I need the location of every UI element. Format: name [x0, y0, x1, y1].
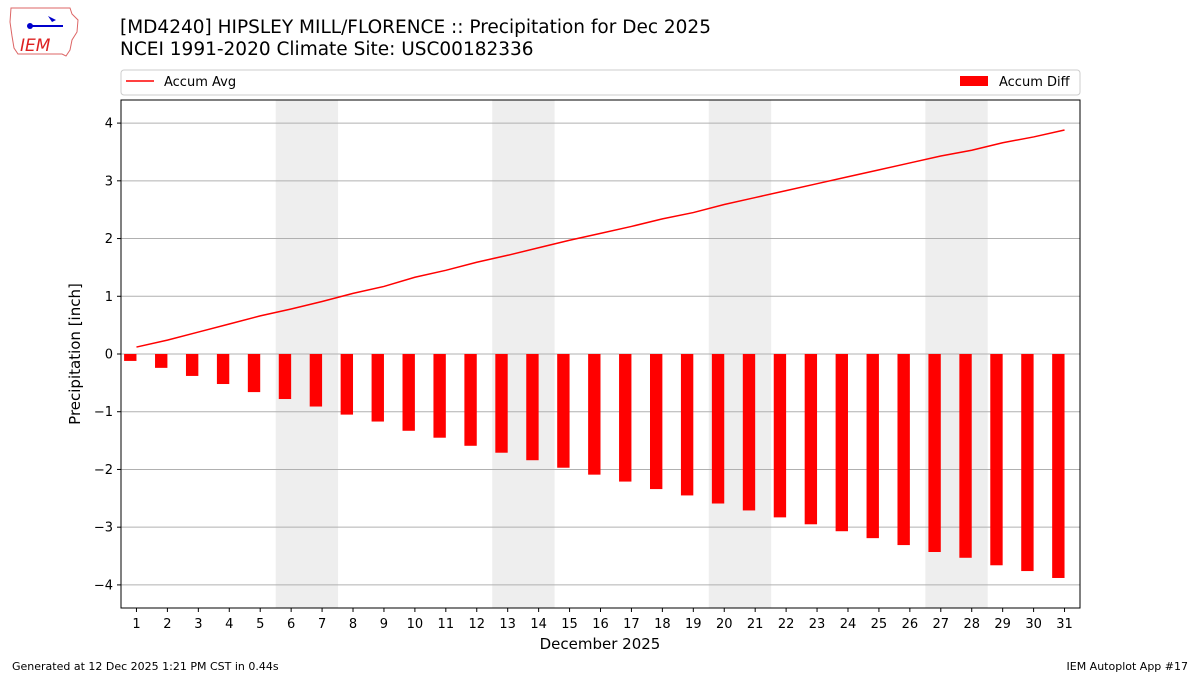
- y-tick-label: 1: [105, 290, 113, 305]
- diff-bar: [309, 354, 323, 407]
- diff-bar: [619, 354, 632, 482]
- x-tick-label: 23: [809, 617, 826, 632]
- footer-generated: Generated at 12 Dec 2025 1:21 PM CST in …: [12, 660, 279, 673]
- y-tick-label: −1: [94, 405, 113, 420]
- x-tick-label: 29: [994, 617, 1011, 632]
- x-tick-label: 13: [499, 617, 516, 632]
- diff-bar: [557, 354, 570, 468]
- diff-bar: [588, 354, 601, 475]
- x-tick-label: 11: [438, 617, 455, 632]
- diff-bar: [124, 354, 137, 361]
- y-tick-label: 3: [105, 174, 113, 189]
- diff-bar: [185, 354, 199, 376]
- y-tick-label: 0: [105, 348, 113, 363]
- x-tick-label: 8: [349, 617, 357, 632]
- x-tick-label: 12: [468, 617, 485, 632]
- diff-bar: [742, 354, 756, 511]
- chart-title: [MD4240] HIPSLEY MILL/FLORENCE :: Precip…: [120, 17, 711, 61]
- x-tick-label: 5: [256, 617, 264, 632]
- diff-bar: [990, 354, 1003, 566]
- x-tick-label: 15: [561, 617, 578, 632]
- x-tick-label: 30: [1025, 617, 1042, 632]
- y-tick-label: −2: [94, 463, 113, 478]
- diff-bar: [433, 354, 446, 438]
- x-tick-label: 22: [778, 617, 795, 632]
- x-tick-label: 17: [623, 617, 640, 632]
- diff-bar: [155, 354, 168, 368]
- diff-bar: [897, 354, 910, 546]
- x-tick-label: 1: [132, 617, 140, 632]
- title-line-2: NCEI 1991-2020 Climate Site: USC00182336: [120, 39, 534, 60]
- x-tick-label: 26: [902, 617, 919, 632]
- diff-bar: [278, 354, 292, 400]
- x-tick-label: 9: [380, 617, 388, 632]
- y-tick-label: 2: [105, 232, 113, 247]
- y-axis-label: Precipitation [inch]: [66, 283, 84, 425]
- x-tick-label: 18: [654, 617, 671, 632]
- diff-bar: [526, 354, 539, 461]
- footer-app: IEM Autoplot App #17: [1066, 660, 1189, 673]
- diff-bar: [804, 354, 818, 525]
- diff-bar: [649, 354, 663, 490]
- legend-avg-label: Accum Avg: [164, 75, 236, 90]
- accum-avg-line: [136, 129, 1065, 348]
- x-tick-label: 28: [963, 617, 980, 632]
- y-tick-label: −3: [94, 521, 113, 536]
- x-tick-label: 4: [225, 617, 233, 632]
- x-tick-label: 27: [933, 617, 950, 632]
- y-tick-label: −4: [94, 578, 113, 593]
- legend: Accum Avg Accum Diff: [120, 69, 1081, 96]
- x-tick-label: 25: [871, 617, 888, 632]
- x-tick-label: 20: [716, 617, 733, 632]
- x-tick-label: 19: [685, 617, 702, 632]
- diff-bar: [464, 354, 477, 446]
- diff-bar: [247, 354, 261, 393]
- diff-bar: [1021, 354, 1034, 572]
- diff-bar: [680, 354, 694, 496]
- svg-text:IEM: IEM: [20, 36, 51, 56]
- iowa-map-logo-icon: IEM: [9, 7, 79, 57]
- x-tick-label: 31: [1056, 617, 1073, 632]
- diff-bar: [216, 354, 230, 385]
- x-tick-label: 3: [194, 617, 202, 632]
- diff-bar: [402, 354, 415, 431]
- y-tick-label: 4: [105, 117, 113, 132]
- diff-bar: [371, 354, 384, 422]
- diff-bar: [340, 354, 354, 415]
- diff-bar: [866, 354, 879, 539]
- title-line-1: [MD4240] HIPSLEY MILL/FLORENCE :: Precip…: [120, 17, 711, 38]
- diff-bar: [1052, 354, 1065, 578]
- diff-bar: [711, 354, 725, 504]
- logo: IEM: [8, 6, 80, 58]
- legend-diff-label: Accum Diff: [999, 75, 1071, 90]
- x-tick-label: 21: [747, 617, 764, 632]
- diff-bar: [835, 354, 848, 532]
- legend-diff-swatch: [960, 76, 988, 86]
- x-tick-label: 2: [163, 617, 171, 632]
- diff-bar: [495, 354, 508, 453]
- x-tick-label: 16: [592, 617, 609, 632]
- diff-bar: [773, 354, 787, 518]
- diff-bar: [928, 354, 941, 553]
- x-tick-label: 10: [407, 617, 424, 632]
- x-tick-label: 24: [840, 617, 857, 632]
- x-tick-label: 6: [287, 617, 295, 632]
- x-tick-label: 7: [318, 617, 326, 632]
- x-axis-label: December 2025: [540, 635, 661, 653]
- diff-bar: [959, 354, 972, 558]
- x-tick-label: 14: [530, 617, 547, 632]
